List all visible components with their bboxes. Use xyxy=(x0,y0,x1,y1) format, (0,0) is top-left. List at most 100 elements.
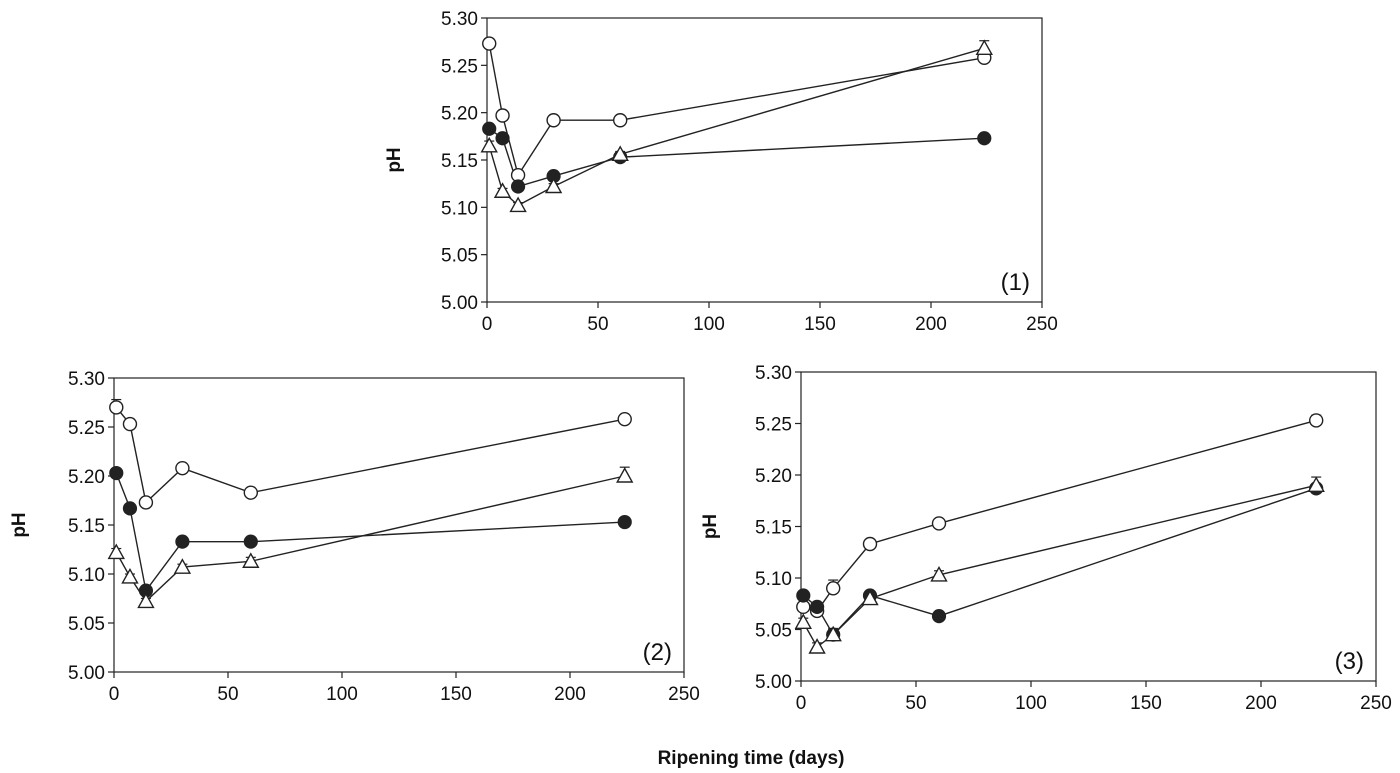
data-point-open-triangle xyxy=(107,543,125,560)
x-tick-label: 50 xyxy=(587,314,608,335)
data-point-open-triangle xyxy=(616,467,634,483)
common-x-axis-label: Ripening time (days) xyxy=(657,748,845,769)
data-point-open-circle xyxy=(175,460,190,476)
data-point-open-triangle xyxy=(824,625,842,642)
chart-panel-1: 5.00 5.05 5.10 5.15 5.20 5.25 5.30 0 50 100 150 200… xyxy=(384,9,1058,335)
data-point-open-triangle xyxy=(242,552,260,568)
data-point-open-triangle xyxy=(493,182,512,198)
data-point-filled-circle xyxy=(617,514,632,530)
data-point-open-circle xyxy=(617,411,632,427)
x-tick-label: 100 xyxy=(326,684,358,705)
y-tick-label: 5.25 xyxy=(755,415,792,436)
y-tick-label: 5.15 xyxy=(755,518,792,539)
data-point-open-circle xyxy=(1308,413,1324,428)
x-tick-label: 150 xyxy=(1130,693,1162,714)
panel-label: (1) xyxy=(1001,269,1030,296)
data-point-open-triangle xyxy=(544,177,563,194)
series-line-circle-filled xyxy=(115,472,625,593)
y-axis-label: pH xyxy=(9,512,30,537)
x-tick-label: 200 xyxy=(554,684,586,705)
series-line-circle-filled xyxy=(802,487,1317,636)
series-line-circle-open xyxy=(115,406,625,504)
data-point-open-triangle xyxy=(861,589,879,606)
series-line-circle-filled xyxy=(488,128,985,188)
chart-panel-2: 5.00 5.05 5.10 5.15 5.20 5.25 5.30 0 50 100 150 200… xyxy=(9,369,700,705)
data-point-open-triangle xyxy=(121,567,139,584)
plot-frame xyxy=(800,371,1377,682)
y-tick-label: 5.25 xyxy=(441,56,478,77)
data-point-filled-circle xyxy=(495,131,510,146)
y-tick-label: 5.15 xyxy=(441,151,478,172)
x-tick-label: 150 xyxy=(440,684,472,705)
data-point-filled-circle xyxy=(109,465,124,481)
x-tick-label: 200 xyxy=(1245,693,1277,714)
data-point-open-circle xyxy=(826,581,841,596)
y-tick-label: 5.00 xyxy=(755,672,792,693)
data-point-filled-circle xyxy=(243,534,258,549)
y-tick-label: 5.00 xyxy=(441,293,478,314)
data-point-open-circle xyxy=(495,108,510,123)
chart-panel-3: 5.00 5.05 5.10 5.15 5.20 5.25 5.30 0 50 100 150 200… xyxy=(700,363,1392,714)
data-point-open-circle xyxy=(243,485,259,500)
y-tick-label: 5.20 xyxy=(441,104,478,125)
y-tick-label: 5.30 xyxy=(68,369,105,390)
y-axis-label: pH xyxy=(384,147,405,172)
y-tick-label: 5.25 xyxy=(68,418,105,439)
x-tick-label: 250 xyxy=(1026,314,1058,335)
data-point-filled-circle xyxy=(510,179,526,194)
y-tick-label: 5.30 xyxy=(755,363,792,384)
series-line-circle-open xyxy=(488,43,985,177)
data-point-filled-circle xyxy=(977,131,992,146)
data-point-filled-circle xyxy=(796,588,811,603)
plot-frame xyxy=(113,377,685,673)
y-tick-label: 5.20 xyxy=(68,467,105,488)
data-point-open-triangle xyxy=(808,638,826,654)
y-tick-label: 5.05 xyxy=(68,614,105,635)
data-point-open-triangle xyxy=(480,136,498,153)
y-tick-label: 5.30 xyxy=(441,9,478,30)
panel-label: (2) xyxy=(643,639,672,666)
y-tick-label: 5.05 xyxy=(755,621,792,642)
data-point-open-circle xyxy=(862,536,878,552)
y-tick-label: 5.10 xyxy=(441,198,478,219)
series-line-circle-open xyxy=(803,419,1317,612)
data-point-open-triangle xyxy=(1307,476,1325,492)
data-point-open-triangle xyxy=(137,592,155,609)
data-point-open-circle xyxy=(482,36,497,51)
data-point-open-circle xyxy=(122,416,138,432)
y-tick-label: 5.05 xyxy=(441,246,478,267)
data-point-open-triangle xyxy=(173,558,192,574)
data-point-filled-circle xyxy=(931,609,947,624)
data-point-open-triangle xyxy=(794,613,812,629)
y-tick-label: 5.10 xyxy=(68,565,105,586)
data-point-filled-circle xyxy=(809,599,825,614)
data-point-open-circle xyxy=(931,516,947,531)
x-tick-label: 250 xyxy=(1360,693,1392,714)
x-tick-label: 0 xyxy=(109,684,120,705)
data-point-open-triangle xyxy=(611,145,629,162)
data-point-open-circle xyxy=(138,495,154,510)
x-tick-label: 0 xyxy=(482,314,493,335)
x-tick-label: 200 xyxy=(915,314,947,335)
x-tick-label: 50 xyxy=(217,684,238,705)
series-line-triangle-open xyxy=(802,484,1317,649)
data-point-open-circle xyxy=(109,400,124,415)
x-tick-label: 100 xyxy=(693,314,725,335)
data-point-filled-circle xyxy=(175,534,190,549)
x-tick-label: 50 xyxy=(905,693,926,714)
data-point-open-triangle xyxy=(930,565,948,582)
data-point-open-circle xyxy=(613,113,628,128)
series-line-triangle-open xyxy=(115,475,625,603)
x-tick-label: 150 xyxy=(804,314,836,335)
y-axis-label: pH xyxy=(700,514,721,539)
x-tick-label: 250 xyxy=(668,684,700,705)
data-point-open-triangle xyxy=(975,39,993,55)
panel-label: (3) xyxy=(1335,648,1364,675)
series-line-triangle-open xyxy=(488,47,985,207)
data-point-open-circle xyxy=(546,113,561,128)
data-point-open-triangle xyxy=(509,196,527,213)
plot-frame xyxy=(486,17,1043,303)
data-point-filled-circle xyxy=(122,501,138,516)
data-point-filled-circle xyxy=(482,121,497,136)
